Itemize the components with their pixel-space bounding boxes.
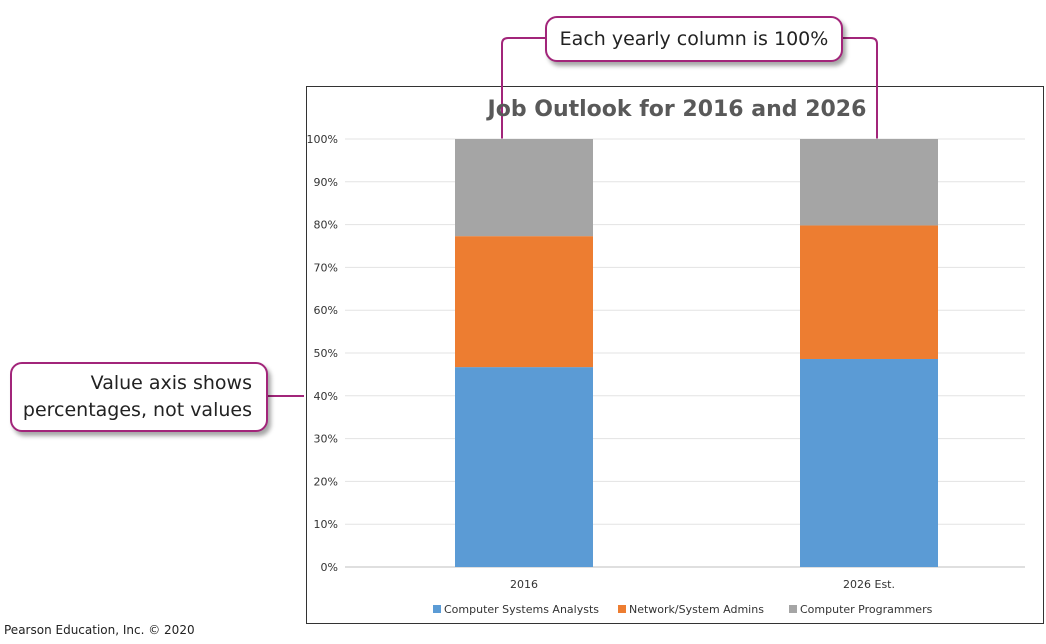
bar-segment [455,236,593,368]
legend-swatch [789,605,797,613]
callout-connectors [268,37,878,397]
y-tick-label: 10% [314,518,338,531]
callout-top-left-connector [501,37,548,139]
bar-segment [800,225,938,359]
y-tick-label: 100% [307,133,338,146]
legend-swatch [433,605,441,613]
callout-top-text: Each yearly column is 100% [559,28,829,50]
legend-label: Network/System Admins [629,603,764,616]
bar-segment [800,358,938,567]
callout-left-line2: percentages, not values [22,399,252,421]
legend-label: Computer Programmers [800,603,933,616]
copyright-text: Pearson Education, Inc. © 2020 [4,623,195,637]
legend-swatch [618,605,626,613]
y-tick-label: 50% [314,347,338,360]
chart-title: Job Outlook for 2016 and 2026 [486,97,867,122]
y-tick-label: 80% [314,219,338,232]
y-tick-label: 40% [314,390,338,403]
y-tick-label: 20% [314,475,338,488]
callout-value-axis: Value axis shows percentages, not values [10,362,268,432]
bar-segment [455,367,593,567]
y-tick-label: 30% [314,433,338,446]
callout-column-100: Each yearly column is 100% [545,16,843,62]
y-tick-label: 0% [321,561,338,574]
x-tick-label: 2016 [510,578,538,591]
y-tick-label: 90% [314,176,338,189]
y-tick-label: 60% [314,304,338,317]
legend-label: Computer Systems Analysts [444,603,599,616]
bar-segment [455,139,593,237]
callout-left-line1: Value axis shows [90,372,252,394]
x-tick-label: 2026 Est. [843,578,895,591]
y-tick-label: 70% [314,261,338,274]
bar-segment [800,139,938,226]
callout-top-right-connector [840,37,878,139]
